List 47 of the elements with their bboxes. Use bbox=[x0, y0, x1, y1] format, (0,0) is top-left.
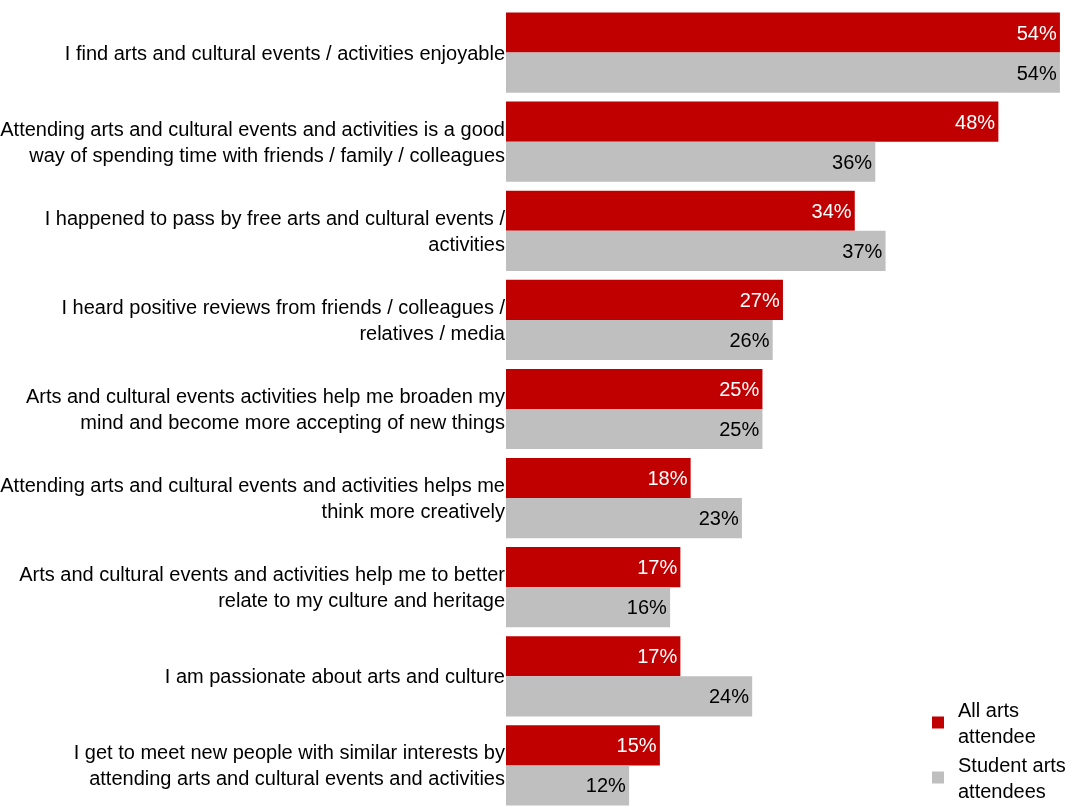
bar bbox=[506, 547, 681, 588]
data-label: 54% bbox=[1016, 61, 1057, 84]
bar bbox=[506, 636, 681, 677]
bar bbox=[506, 725, 660, 766]
data-label: 17% bbox=[637, 645, 678, 668]
bar bbox=[506, 141, 876, 182]
y-tick-label: Attending arts and cultural events and activities is a good way of spending time with friends / family / colleagues bbox=[0, 117, 505, 166]
data-label: 16% bbox=[626, 596, 668, 619]
data-label: 12% bbox=[585, 774, 627, 797]
bar bbox=[506, 676, 753, 717]
y-tick-label: I am passionate about arts and culture bbox=[164, 665, 505, 688]
data-label: 36% bbox=[832, 150, 873, 173]
data-label: 25% bbox=[719, 377, 760, 400]
bar bbox=[506, 409, 763, 450]
data-label: 24% bbox=[708, 685, 750, 708]
y-tick-label: I heard positive reviews from friends / colleagues / relatives / media bbox=[61, 295, 506, 344]
bar bbox=[506, 587, 671, 628]
data-label: 25% bbox=[719, 418, 760, 441]
y-tick-label: I happened to pass by free arts and cultural events / activities bbox=[44, 206, 506, 255]
y-tick-label: Arts and cultural events and activities help me to better relate to my culture and heritage bbox=[19, 563, 506, 612]
bar bbox=[506, 52, 1060, 93]
data-label: 54% bbox=[1016, 21, 1057, 44]
data-label: 23% bbox=[698, 507, 739, 530]
bar bbox=[506, 765, 630, 806]
bar bbox=[506, 230, 886, 271]
data-label: 34% bbox=[811, 199, 852, 222]
bar bbox=[506, 458, 691, 499]
legend-label: Student arts attendees bbox=[958, 754, 1066, 803]
y-tick-label: Arts and cultural events activities help me broaden my mind and become more accepting of new things bbox=[25, 385, 505, 433]
data-label: 27% bbox=[739, 288, 780, 311]
bar bbox=[506, 498, 742, 539]
data-label: 48% bbox=[955, 110, 996, 133]
bar bbox=[506, 368, 763, 409]
y-tick-label: I get to meet new people with similar interests by attending arts and cultural events and activities bbox=[73, 741, 505, 790]
data-label: 18% bbox=[647, 467, 688, 490]
data-label: 26% bbox=[729, 328, 770, 351]
bar bbox=[506, 12, 1060, 53]
y-tick-label: I find arts and cultural events / activities enjoyable bbox=[64, 41, 505, 64]
bar bbox=[506, 279, 783, 320]
data-label: 37% bbox=[842, 239, 883, 262]
legend-label: All arts attendee bbox=[958, 699, 1036, 748]
bar bbox=[506, 101, 999, 142]
bar bbox=[506, 319, 773, 360]
y-tick-label: Attending arts and cultural events and activities helps me think more creatively bbox=[0, 474, 505, 523]
data-label: 15% bbox=[616, 734, 657, 757]
bar bbox=[506, 190, 855, 231]
data-label: 17% bbox=[637, 556, 678, 579]
